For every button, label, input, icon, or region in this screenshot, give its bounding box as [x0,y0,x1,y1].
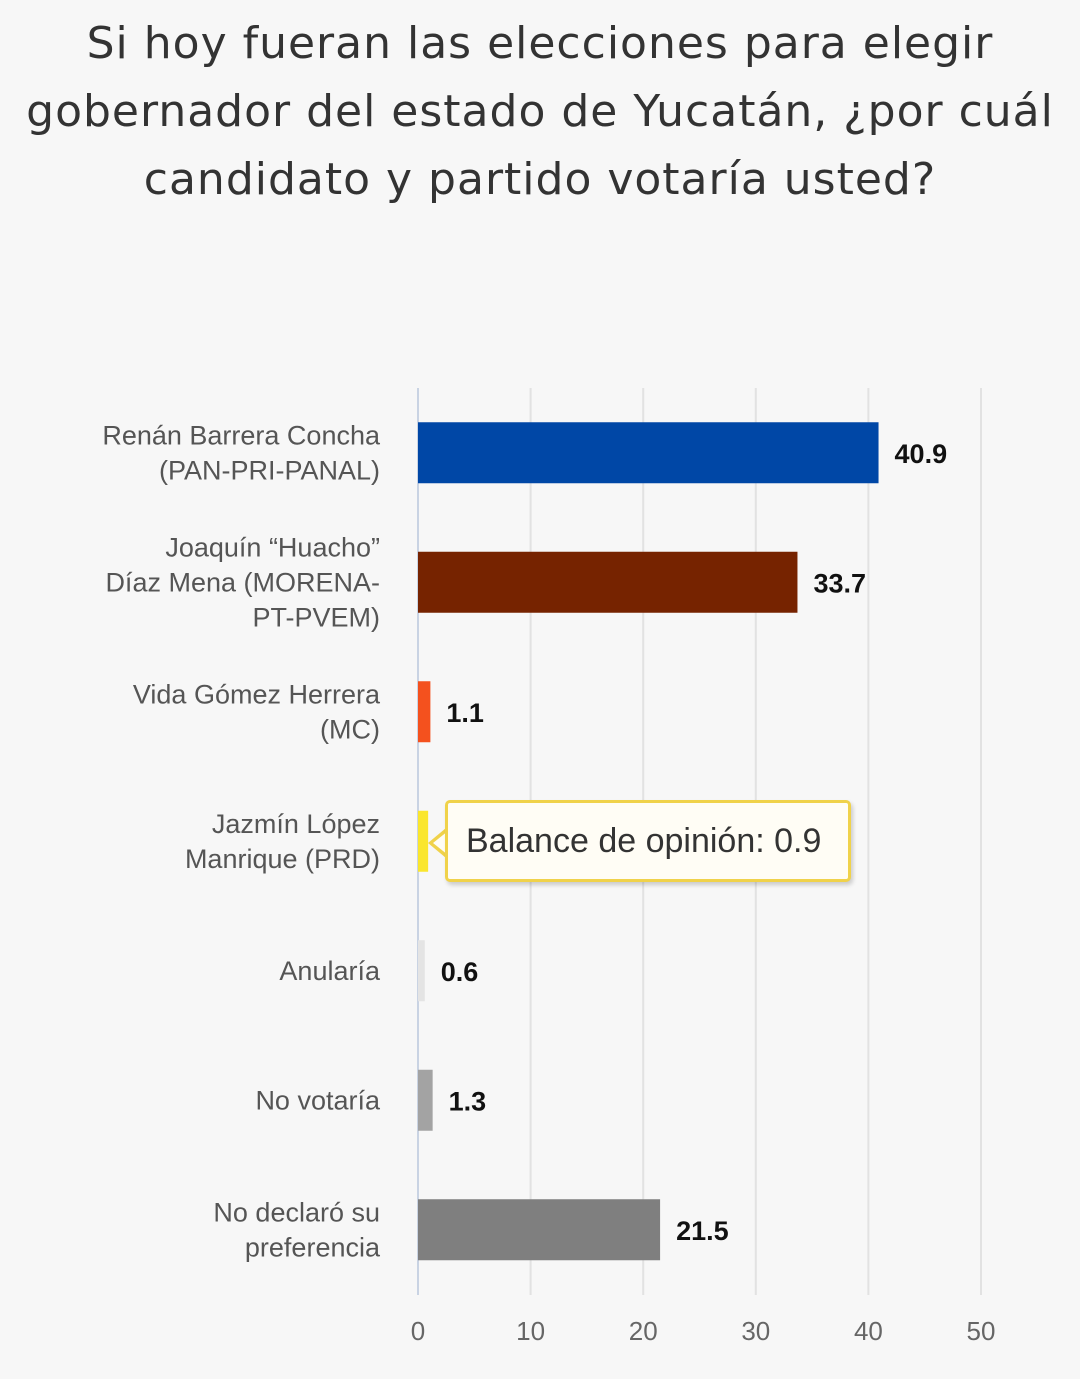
bar[interactable] [418,810,429,872]
bars [418,422,879,1261]
category-label: Manrique (PRD) [185,844,380,874]
data-tooltip: Balance de opinión: 0.9 [445,800,851,882]
data-label: 1.3 [449,1086,487,1116]
x-tick-label: 10 [516,1316,545,1346]
data-label: 33.7 [813,568,866,598]
category-label: Joaquín “Huacho” [165,532,380,562]
x-tick-label: 30 [741,1316,770,1346]
x-axis-ticks: 0 10 20 30 40 50 [411,1316,996,1346]
category-label: Vida Gómez Herrera [133,679,381,709]
category-label: Renán Barrera Concha [102,420,381,450]
category-label: preferencia [245,1232,381,1262]
category-label: PT-PVEM) [252,602,380,632]
x-tick-label: 20 [629,1316,658,1346]
category-labels: Renán Barrera Concha (PAN-PRI-PANAL) Joaqu… [102,420,381,1262]
category-label: Díaz Mena (MORENA- [105,567,380,597]
data-label: 21.5 [676,1216,729,1246]
category-label: (MC) [320,714,380,744]
bar[interactable] [418,422,879,484]
data-label: 40.9 [895,439,948,469]
category-label: (PAN-PRI-PANAL) [159,455,380,485]
chart-title: Si hoy fueran las elecciones para elegir… [26,18,1054,205]
bar[interactable] [418,1069,433,1131]
category-label: No votaría [255,1085,381,1115]
bar[interactable] [418,1199,661,1261]
data-label: 0.6 [441,957,479,987]
data-label: 1.1 [446,698,484,728]
category-label: No declaró su [213,1197,380,1227]
category-label: Anularía [279,956,381,986]
bar[interactable] [418,681,431,743]
category-label: Jazmín López [212,809,380,839]
tooltip-pointer-fill [433,831,448,855]
bar[interactable] [418,940,425,1002]
x-tick-label: 0 [411,1316,425,1346]
x-tick-label: 40 [854,1316,883,1346]
bar[interactable] [418,551,798,613]
x-tick-label: 50 [967,1316,996,1346]
